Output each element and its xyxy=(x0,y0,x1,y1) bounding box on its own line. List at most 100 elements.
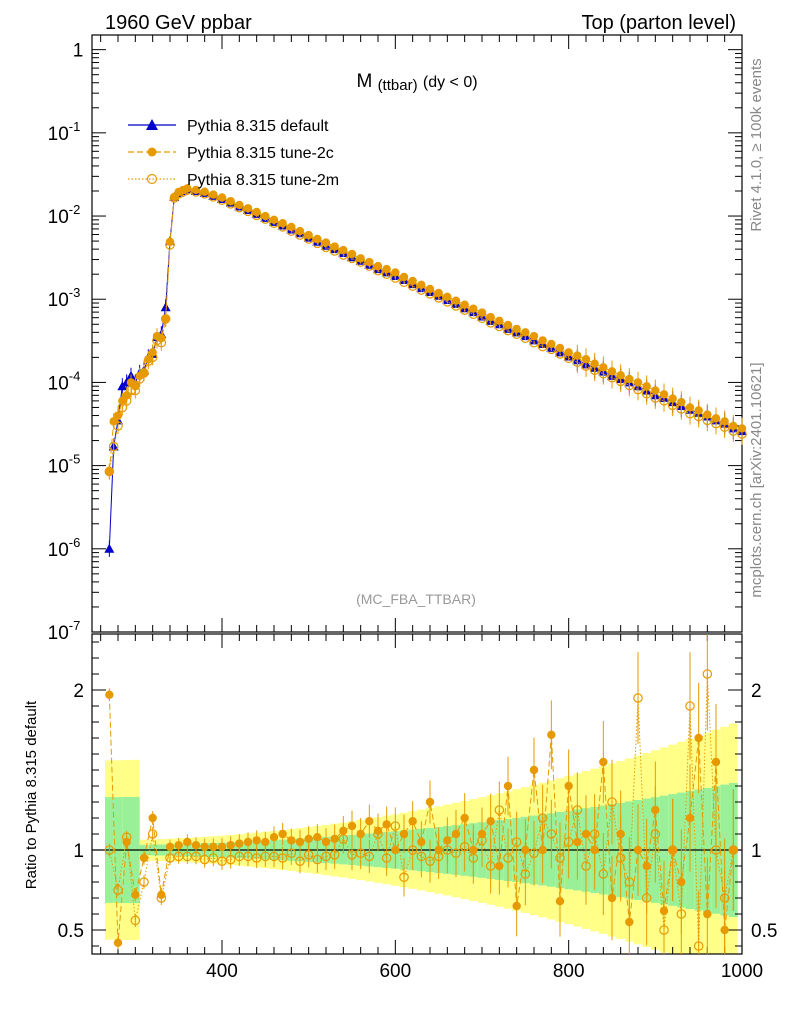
ratio-marker-tune2m xyxy=(572,805,583,815)
main-plot-border xyxy=(91,34,743,633)
legend-marker xyxy=(146,119,158,130)
series-marker-tune2m xyxy=(321,242,331,253)
legend-marker xyxy=(147,147,157,157)
ratio-marker-tune2m xyxy=(338,833,349,844)
series-marker-tune2m xyxy=(615,376,626,387)
ratio-marker-tune2c xyxy=(191,841,201,850)
ratio-marker-tune2m xyxy=(529,848,539,858)
ratio-marker-tune2m xyxy=(563,837,574,847)
series-marker-tune2m xyxy=(295,230,305,240)
series-marker-tune2c xyxy=(113,411,123,420)
ratio-marker-tune2m xyxy=(373,829,383,839)
series-marker-tune2m xyxy=(589,365,600,376)
ratio-marker-tune2c xyxy=(607,893,617,903)
y-tick-label: 10-2 xyxy=(48,202,81,228)
side-mcplots-label: mcplots.cern.ch [arXiv:2401.10621] xyxy=(748,362,765,597)
ratio-marker-tune2c xyxy=(287,836,296,845)
ratio-marker-tune2c xyxy=(165,842,175,851)
series-marker-tune2m xyxy=(381,269,392,279)
ratio-marker-tune2m xyxy=(459,841,470,852)
ratio-marker-tune2m xyxy=(607,797,617,807)
ratio-marker-tune2m xyxy=(364,851,375,862)
series-marker-tune2m xyxy=(139,368,149,378)
header-right: Top (parton level) xyxy=(581,12,736,34)
ratio-marker-tune2c xyxy=(356,829,365,839)
series-marker-tune2m xyxy=(234,202,245,213)
series-marker-tune2m xyxy=(555,349,565,359)
ratio-marker-tune2c xyxy=(547,730,556,739)
x-tick-label: 1000 xyxy=(721,961,763,982)
series-marker-tune2m xyxy=(442,297,453,307)
legend-marker xyxy=(146,173,158,185)
series-marker-tune2m xyxy=(485,318,496,328)
ratio-marker-tune2c xyxy=(278,829,287,839)
series-marker-tune2m xyxy=(312,238,323,249)
ratio-marker-tune2c xyxy=(599,757,608,767)
series-marker-tune2c xyxy=(339,245,348,255)
ratio-marker-tune2c xyxy=(105,690,114,699)
main-series xyxy=(104,184,747,557)
ratio-marker-tune2c xyxy=(321,837,331,847)
series-marker-tune2c xyxy=(425,284,435,294)
series-marker-tune2m xyxy=(173,189,184,199)
ratio-plot-border xyxy=(91,633,743,955)
y-tick-label: 10-4 xyxy=(48,368,81,394)
ratio-tick-label-right: 1 xyxy=(751,841,762,862)
y-tick-label: 10-1 xyxy=(48,119,81,145)
ratio-marker-tune2c xyxy=(235,839,244,848)
series-marker-tune2m xyxy=(225,199,236,209)
main-plot-frame xyxy=(91,34,743,633)
series-marker-tune2m xyxy=(355,257,366,267)
series-marker-tune2c xyxy=(529,331,539,341)
series-marker-tune2c xyxy=(443,292,452,301)
series-marker-default xyxy=(160,302,171,312)
main-y-ticks: 10-7 10-6 10-5 10-4 10-3 10-2 10-1 1 xyxy=(48,41,742,644)
series-marker-tune2c xyxy=(269,215,279,225)
ratio-marker-tune2m xyxy=(329,849,340,860)
ratio-marker-tune2m xyxy=(520,869,531,879)
ratio-marker-tune2c xyxy=(131,890,140,899)
ratio-marker-tune2m xyxy=(711,845,721,855)
ratio-marker-tune2m xyxy=(104,845,115,855)
ratio-marker-tune2c xyxy=(529,765,539,775)
x-tick-label: 800 xyxy=(553,961,585,982)
ratio-marker-tune2m xyxy=(693,941,704,951)
ratio-marker-tune2m xyxy=(416,851,427,862)
series-marker-tune2m xyxy=(650,393,661,403)
ratio-marker-tune2m xyxy=(477,835,487,846)
ratio-marker-tune2c xyxy=(261,837,270,847)
ratio-marker-tune2m xyxy=(113,885,123,895)
ratio-marker-tune2c xyxy=(555,897,565,906)
y-tick-label: 10-3 xyxy=(48,285,81,311)
ratio-marker-tune2c xyxy=(295,837,305,847)
series-marker-tune2m xyxy=(191,187,201,197)
ratio-marker-tune2m xyxy=(451,848,461,858)
ratio-marker-tune2c xyxy=(486,817,495,826)
series-marker-tune2m xyxy=(217,195,227,206)
legend: Pythia 8.315 default Pythia 8.315 tune-2c… xyxy=(128,118,339,189)
series-marker-default xyxy=(104,543,115,553)
ratio-marker-tune2c xyxy=(113,938,123,947)
x-tick-label: 600 xyxy=(379,961,411,982)
ratio-marker-tune2m xyxy=(390,821,401,831)
ratio-marker-tune2m xyxy=(702,669,713,679)
series-marker-tune2m xyxy=(563,353,574,364)
ratio-marker-tune2m xyxy=(381,853,392,863)
ratio-marker-tune2c xyxy=(243,837,253,847)
ratio-marker-tune2m xyxy=(503,853,513,863)
series-marker-tune2c xyxy=(261,211,270,221)
ratio-tick-label: 1 xyxy=(73,841,84,862)
plot-title: M (ttbar) (dy < 0) xyxy=(356,71,477,95)
ratio-tick-label: 2 xyxy=(73,681,84,702)
series-marker-tune2m xyxy=(347,253,357,264)
ratio-marker-tune2c xyxy=(139,853,149,863)
ratio-marker-tune2m xyxy=(156,893,167,903)
series-marker-tune2c xyxy=(417,280,426,290)
series-marker-tune2m xyxy=(581,361,591,371)
ratio-y-ticks: 0.5 0.5 1 1 2 2 xyxy=(58,641,777,947)
ratio-marker-tune2c xyxy=(425,797,435,807)
ratio-marker-tune2m xyxy=(719,893,730,903)
ratio-y-label: Ratio to Pythia 8.315 default xyxy=(23,700,40,889)
ratio-marker-tune2c xyxy=(200,842,209,851)
ratio-marker-tune2c xyxy=(330,834,339,843)
